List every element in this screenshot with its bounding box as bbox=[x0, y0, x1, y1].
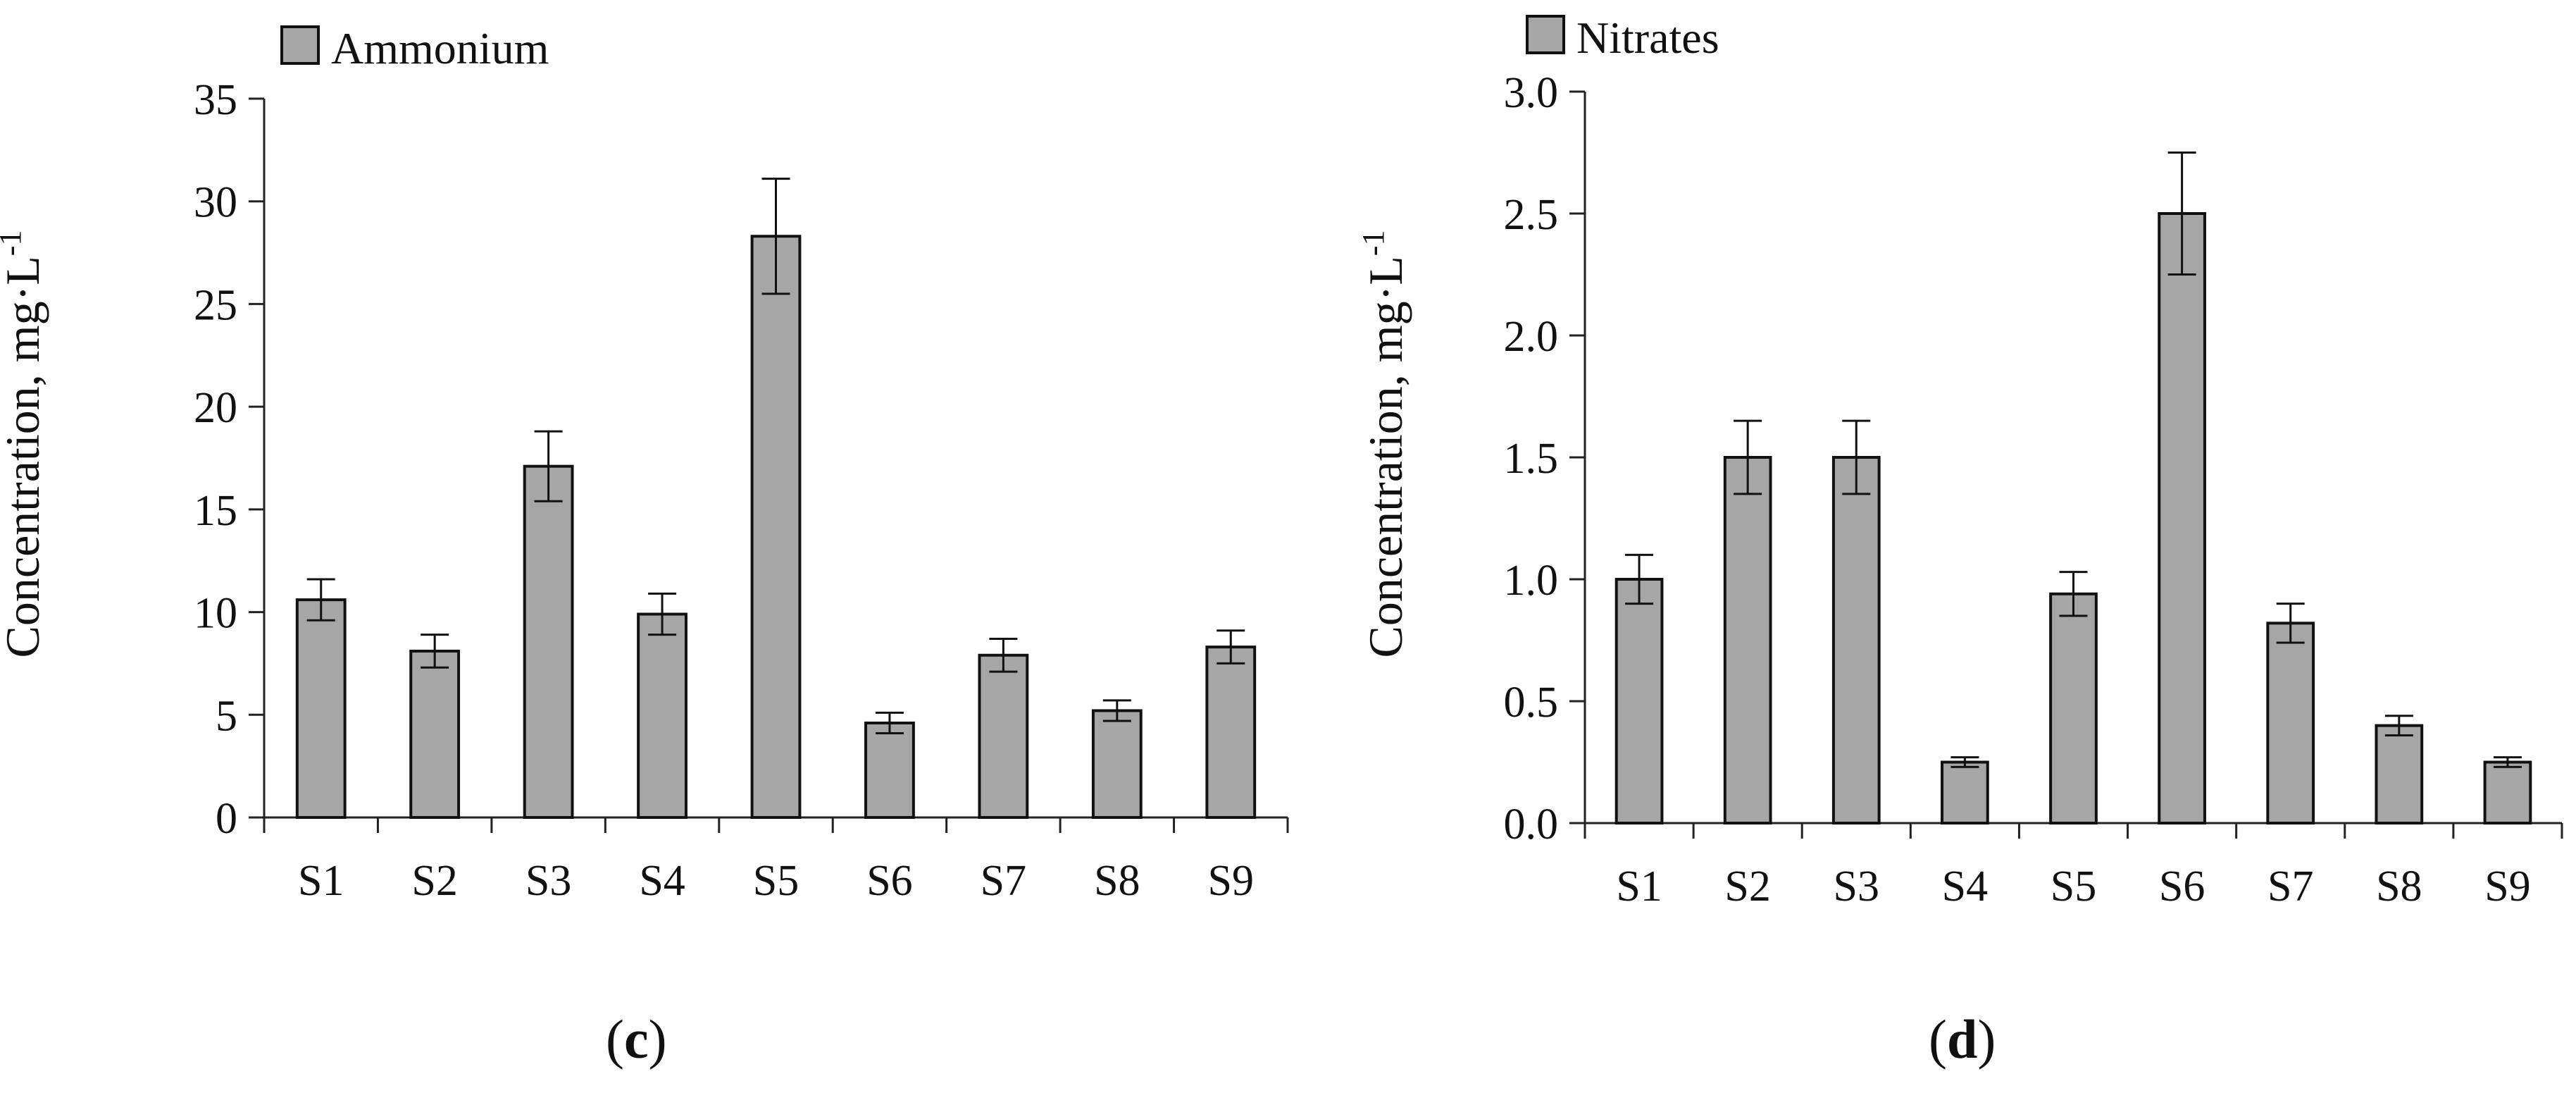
panel-label-d: (d) bbox=[1929, 1008, 1996, 1070]
x-tick-label: S5 bbox=[753, 857, 799, 905]
x-tick-label: S4 bbox=[1942, 863, 1988, 910]
legend-swatch bbox=[1526, 15, 1565, 54]
bar bbox=[409, 649, 461, 820]
legend-label: Ammonium bbox=[331, 23, 549, 73]
y-tick-label: 0.0 bbox=[1504, 801, 1559, 848]
y-tick-label: 15 bbox=[194, 487, 237, 535]
bar bbox=[295, 598, 347, 819]
bar bbox=[750, 235, 802, 819]
bar bbox=[1723, 456, 1772, 825]
legend-label: Nitrates bbox=[1576, 13, 1719, 63]
bar bbox=[2375, 724, 2424, 825]
y-tick-label: 3.0 bbox=[1504, 69, 1559, 117]
x-tick-label: S2 bbox=[411, 857, 457, 905]
bar bbox=[1614, 578, 1664, 825]
y-tick-label: 0.5 bbox=[1504, 679, 1559, 727]
bar bbox=[637, 612, 687, 819]
y-tick-label: 1.0 bbox=[1504, 557, 1559, 605]
bar bbox=[1831, 456, 1881, 825]
x-tick-label: S8 bbox=[1094, 857, 1140, 905]
legend-swatch bbox=[280, 25, 320, 65]
panel-letter-c: c bbox=[623, 1008, 649, 1070]
bar bbox=[2158, 212, 2206, 825]
bar bbox=[978, 653, 1029, 819]
bar bbox=[2483, 760, 2532, 825]
y-tick-label: 10 bbox=[194, 590, 237, 638]
y-axis-label-text: Concentration, mg·L bbox=[0, 256, 49, 657]
x-tick-label: S3 bbox=[1834, 863, 1879, 910]
y-tick-label: 1.5 bbox=[1504, 435, 1559, 483]
y-axis-label: Concentration, mg·L-1 bbox=[0, 230, 49, 658]
x-tick-label: S9 bbox=[2484, 863, 2530, 910]
bar bbox=[1205, 646, 1257, 819]
x-tick-label: S1 bbox=[298, 857, 344, 905]
y-axis-label-superscript: -1 bbox=[1356, 230, 1390, 257]
bar bbox=[1941, 760, 1989, 825]
x-tick-label: S7 bbox=[2267, 863, 2313, 910]
y-tick-label: 25 bbox=[194, 281, 237, 329]
y-tick-label: 2.0 bbox=[1504, 313, 1559, 361]
y-axis-label-superscript: -1 bbox=[0, 230, 27, 257]
bar bbox=[523, 464, 574, 820]
y-tick-label: 2.5 bbox=[1504, 191, 1559, 239]
y-axis-label: Concentration, mg·L-1 bbox=[1356, 230, 1412, 658]
x-tick-label: S1 bbox=[1616, 863, 1662, 910]
x-tick-label: S7 bbox=[981, 857, 1026, 905]
x-tick-label: S9 bbox=[1208, 857, 1254, 905]
y-tick-label: 0 bbox=[216, 795, 237, 843]
y-tick-label: 20 bbox=[194, 384, 237, 432]
bar bbox=[1091, 709, 1143, 820]
x-tick-label: S4 bbox=[639, 857, 685, 905]
x-tick-label: S6 bbox=[2159, 863, 2205, 910]
x-tick-label: S5 bbox=[2051, 863, 2096, 910]
x-tick-label: S2 bbox=[1724, 863, 1770, 910]
x-tick-label: S6 bbox=[866, 857, 912, 905]
panel-label-c: (c) bbox=[606, 1008, 667, 1070]
bar bbox=[864, 721, 915, 820]
y-axis-label-text: Concentration, mg·L bbox=[1359, 256, 1412, 657]
y-tick-label: 5 bbox=[216, 692, 237, 740]
bar bbox=[2266, 622, 2315, 825]
x-tick-label: S8 bbox=[2376, 863, 2422, 910]
chart-c: 0 5 10 15 20 25 30 35 S1 S2 S3 S4 S5 S6 S7 S8 S9 Ammonium… bbox=[0, 23, 1289, 905]
x-tick-label: S3 bbox=[525, 857, 571, 905]
panel-letter-d: d bbox=[1946, 1008, 1978, 1070]
chart-d: 0.0 0.5 1.0 1.5 2.0 2.5 3.0 S1 S2 S3 S4 S5 S6 S7 S8 S9 N… bbox=[1356, 13, 2563, 910]
bar bbox=[2049, 592, 2098, 825]
y-tick-label: 30 bbox=[194, 179, 237, 227]
y-tick-label: 35 bbox=[194, 76, 237, 124]
